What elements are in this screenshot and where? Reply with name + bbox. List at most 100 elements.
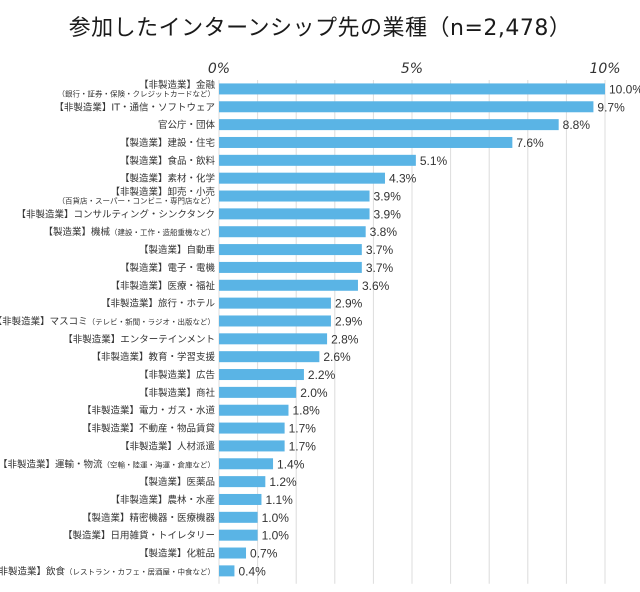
category-label-main: 【非製造業】医療・福祉 xyxy=(110,280,215,292)
bar xyxy=(219,244,362,256)
category-sublabel: （百貨店・スーパー・コンビニ・専門店など） xyxy=(58,196,215,206)
value-label: 3.7% xyxy=(366,243,394,257)
bar xyxy=(219,136,513,148)
category-label-detail: （テレビ・新聞・ラジオ・出版など） xyxy=(88,316,215,326)
category-label: 【非製造業】農林・水産 xyxy=(110,494,215,506)
value-label: 0.4% xyxy=(238,564,266,578)
value-label: 1.0% xyxy=(262,529,290,543)
category-label: 【非製造業】人材派遣 xyxy=(120,440,216,452)
category-label-main: 【非製造業】農林・水産 xyxy=(110,494,215,506)
category-label: 【非製造業】飲食（レストラン・カフェ・居酒屋・中食など） xyxy=(0,565,215,577)
bar xyxy=(219,458,274,470)
value-label: 3.9% xyxy=(374,207,402,221)
value-label: 1.4% xyxy=(277,457,305,471)
category-label: 【非製造業】旅行・ホテル xyxy=(101,298,216,310)
bar xyxy=(219,101,594,113)
value-label: 2.6% xyxy=(323,350,351,364)
bar xyxy=(219,261,362,273)
bar xyxy=(219,119,559,131)
category-label-main: 【非製造業】飲食 xyxy=(0,565,65,577)
category-label-main: 【非製造業】広告 xyxy=(139,369,215,381)
category-label: 【非製造業】医療・福祉 xyxy=(110,280,215,292)
value-label: 2.8% xyxy=(331,332,359,346)
bar xyxy=(219,565,235,577)
category-label: 【製造業】日用雑貨・トイレタリー xyxy=(63,530,215,542)
value-label: 1.8% xyxy=(292,404,320,418)
bar xyxy=(219,476,266,488)
category-label-main: 【非製造業】商社 xyxy=(139,387,216,399)
value-label: 1.0% xyxy=(262,511,290,525)
value-label: 2.9% xyxy=(335,297,363,311)
category-labels: 【非製造業】金融（銀行・証券・保険・クレジットカードなど） 【非製造業】IT・通信… xyxy=(0,79,215,577)
category-label: 官公庁・団体 xyxy=(158,119,216,131)
value-label: 2.2% xyxy=(308,368,336,382)
x-axis-ticks: 0% 5% 10% xyxy=(208,61,621,77)
bar xyxy=(219,83,605,95)
value-label: 3.8% xyxy=(370,225,398,239)
category-label-main: 【非製造業】エンターテインメント xyxy=(63,333,215,345)
bar xyxy=(219,440,285,452)
bar xyxy=(219,404,289,416)
category-label: 【非製造業】商社 xyxy=(139,387,216,399)
bar xyxy=(219,279,358,291)
value-label: 0.7% xyxy=(250,547,278,561)
value-label: 1.7% xyxy=(289,422,317,436)
category-label: 【非製造業】広告 xyxy=(139,369,215,381)
bar xyxy=(219,351,320,363)
value-label: 1.1% xyxy=(265,493,293,507)
category-label: 【非製造業】卸売・小売 xyxy=(110,186,215,198)
category-label: 【非製造業】電力・ガス・水道 xyxy=(82,405,216,417)
bar xyxy=(219,333,328,345)
bar xyxy=(219,369,304,381)
value-label: 1.7% xyxy=(289,439,317,453)
bar xyxy=(219,422,285,434)
category-label: 【製造業】機械（建設・工作・造船重機など） xyxy=(43,226,215,238)
category-label: 【非製造業】コンサルティング・シンクタンク xyxy=(16,208,215,220)
value-label: 3.7% xyxy=(366,261,394,275)
category-label-main: 【製造業】食品・飲料 xyxy=(120,155,216,167)
value-label: 1.2% xyxy=(269,475,297,489)
category-label-detail: （レストラン・カフェ・居酒屋・中食など） xyxy=(65,566,215,576)
category-label: 【製造業】医薬品 xyxy=(139,476,215,488)
category-label-main: 【非製造業】コンサルティング・シンクタンク xyxy=(16,208,215,220)
category-label-main: 【製造業】機械 xyxy=(43,226,110,238)
category-label-main: 【非製造業】人材派遣 xyxy=(120,440,216,452)
bar xyxy=(219,547,247,559)
category-label-detail: （空輸・陸運・海運・倉庫など） xyxy=(103,459,216,469)
category-label: 【製造業】建設・住宅 xyxy=(120,137,215,149)
category-sublabel: （銀行・証券・保険・クレジットカードなど） xyxy=(58,88,216,98)
category-label-main: 【非製造業】マスコミ xyxy=(0,315,88,327)
category-label: 【非製造業】運輸・物流（空輸・陸運・海運・倉庫など） xyxy=(0,458,215,470)
bar xyxy=(219,208,370,220)
value-label: 2.9% xyxy=(335,314,363,328)
x-tick-label: 0% xyxy=(208,61,230,77)
category-label-main: 【製造業】医薬品 xyxy=(139,476,215,488)
value-label: 4.3% xyxy=(389,172,417,186)
value-label: 8.8% xyxy=(563,118,591,132)
value-label: 5.1% xyxy=(420,154,448,168)
category-label-main: 【非製造業】運輸・物流 xyxy=(0,458,103,470)
category-label-main: 官公庁・団体 xyxy=(158,119,216,131)
category-label-main: 【非製造業】IT・通信・ソフトウェア xyxy=(54,101,215,113)
category-label-main: 【製造業】精密機器・医療機器 xyxy=(82,512,216,524)
category-label-main: 【製造業】自動車 xyxy=(139,244,216,256)
bar xyxy=(219,172,385,184)
category-label: 【製造業】素材・化学 xyxy=(120,173,215,185)
category-label: 【非製造業】マスコミ（テレビ・新聞・ラジオ・出版など） xyxy=(0,315,215,327)
value-label: 9.7% xyxy=(597,100,625,114)
category-label: 【製造業】化粧品 xyxy=(139,548,215,560)
category-label-main: 【非製造業】旅行・ホテル xyxy=(101,298,216,310)
value-labels: 10.0% 9.7% 8.8% 7.6% 5.1%4.3% 3.9% 3.9% 3.8% 3.7… xyxy=(238,82,640,578)
category-label: 【非製造業】エンターテインメント xyxy=(63,333,215,345)
category-label: 【非製造業】金融 xyxy=(139,79,216,91)
value-label: 2.0% xyxy=(300,386,328,400)
category-label: 【製造業】食品・飲料 xyxy=(120,155,216,167)
value-label: 7.6% xyxy=(516,136,544,150)
category-label-main: 【非製造業】不動産・物品賃貸 xyxy=(82,423,215,435)
bar xyxy=(219,493,262,505)
category-label-main: 【製造業】日用雑貨・トイレタリー xyxy=(63,530,215,542)
chart-title: 参加したインターンシップ先の業種（n=2,478） xyxy=(68,16,572,41)
bar xyxy=(219,297,331,309)
bar xyxy=(219,226,366,238)
